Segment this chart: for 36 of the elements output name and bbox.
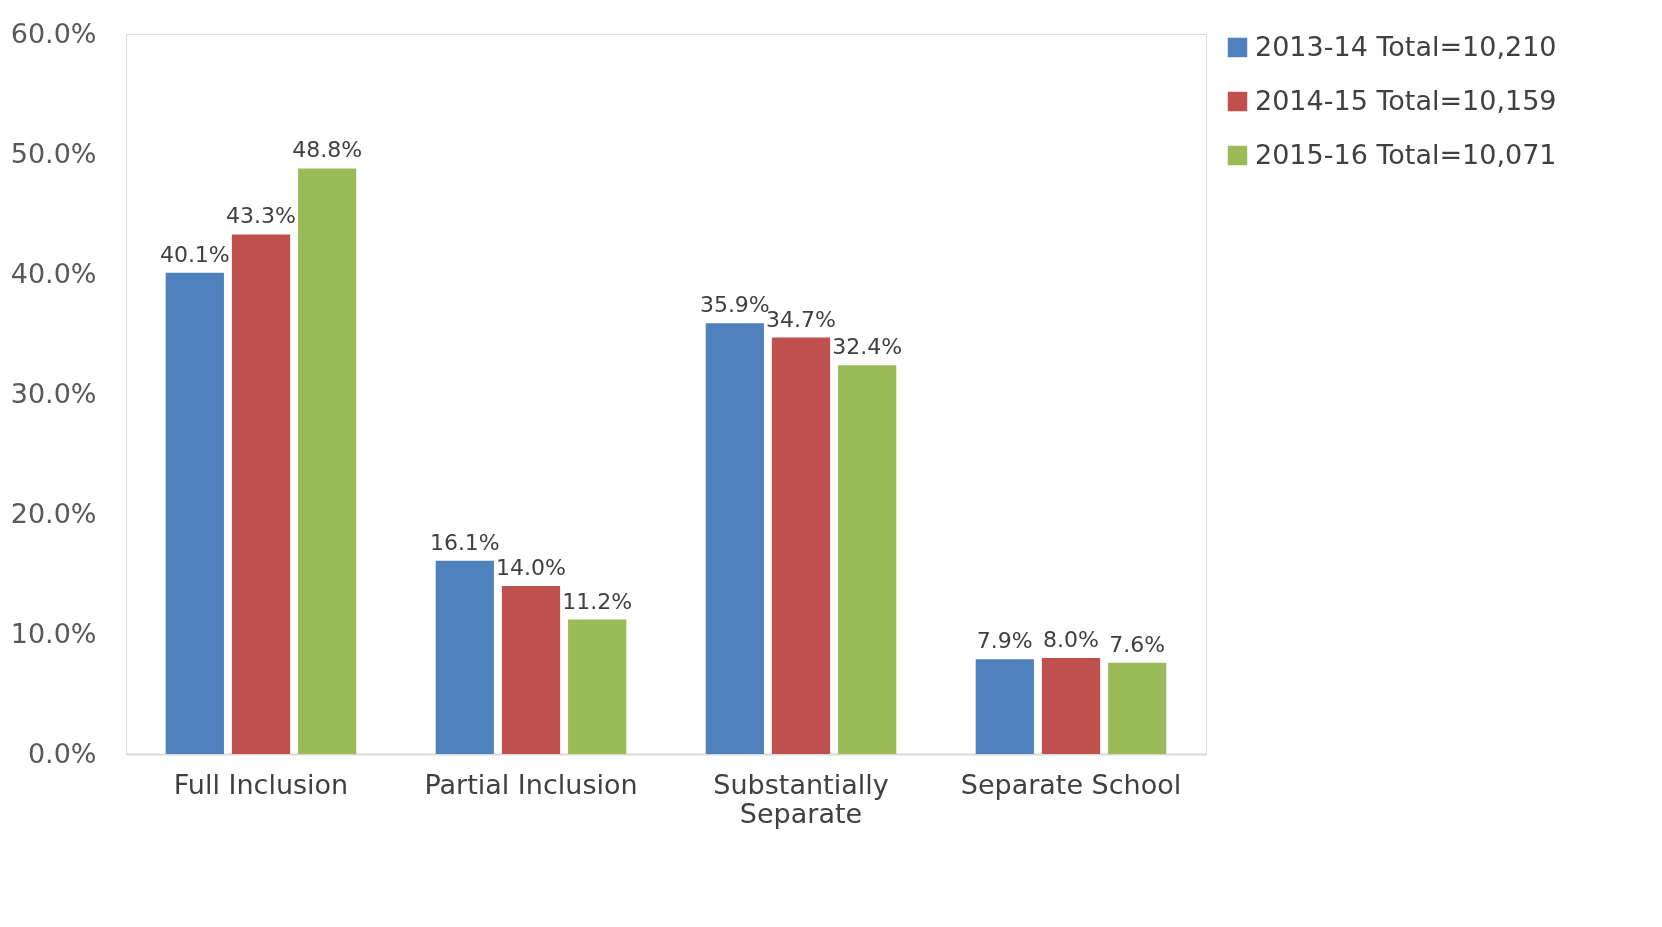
- bar: [165, 272, 224, 754]
- bar: [1108, 662, 1167, 754]
- bar: [1041, 658, 1101, 754]
- bar: [298, 168, 357, 754]
- bar: [435, 560, 494, 754]
- legend-label: 2015-16 Total=10,071: [1255, 138, 1557, 170]
- bar: [705, 323, 764, 754]
- bar: [838, 365, 897, 754]
- data-label: 14.0%: [496, 555, 566, 580]
- x-tick-label: Partial Inclusion: [424, 768, 638, 800]
- bar: [771, 337, 831, 754]
- bar: [975, 659, 1034, 754]
- data-label: 11.2%: [562, 588, 633, 614]
- x-tick-label: Separate School: [960, 768, 1182, 800]
- legend-label: 2013-14 Total=10,210: [1255, 30, 1557, 62]
- x-tick-label: Substantially Separate: [713, 768, 889, 829]
- y-tick-label: 30.0%: [10, 377, 97, 409]
- y-tick-label: 0.0%: [27, 737, 97, 769]
- data-label: 7.9%: [976, 628, 1033, 654]
- y-tick-label: 10.0%: [10, 617, 97, 649]
- legend-label: 2014-15 Total=10,159: [1255, 84, 1557, 116]
- bar: [501, 586, 561, 754]
- bar: [568, 619, 627, 754]
- x-tick-label: Full Inclusion: [173, 768, 349, 800]
- data-label: 32.4%: [832, 334, 903, 360]
- data-label: 43.3%: [226, 203, 296, 229]
- y-tick-label: 40.0%: [10, 257, 97, 289]
- y-tick-label: 20.0%: [10, 497, 97, 529]
- y-tick-label: 60.0%: [10, 17, 97, 49]
- data-label: 16.1%: [429, 529, 500, 555]
- data-label: 8.0%: [1043, 627, 1099, 652]
- bar: [231, 234, 291, 754]
- data-label: 40.1%: [159, 241, 230, 267]
- y-tick-label: 50.0%: [10, 137, 97, 169]
- data-label: 7.6%: [1109, 631, 1166, 657]
- data-label: 48.8%: [292, 137, 363, 163]
